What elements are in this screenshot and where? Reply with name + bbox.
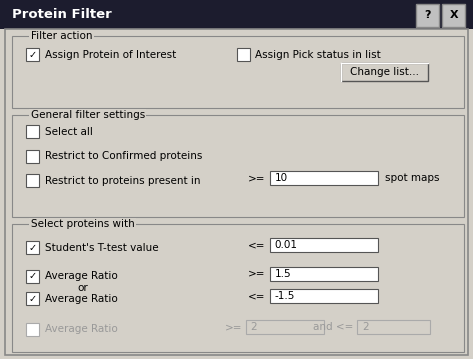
FancyBboxPatch shape (12, 224, 464, 352)
Text: 2: 2 (362, 322, 368, 332)
Text: >=: >= (225, 322, 242, 332)
Text: 0.01: 0.01 (274, 240, 298, 250)
Text: Student's T-test value: Student's T-test value (45, 243, 158, 253)
Text: >=: >= (248, 173, 266, 183)
Text: Restrict to proteins present in: Restrict to proteins present in (45, 176, 201, 186)
Text: Assign Pick status in list: Assign Pick status in list (255, 50, 381, 60)
Text: Select proteins with: Select proteins with (31, 219, 134, 229)
Text: or: or (78, 283, 88, 293)
FancyBboxPatch shape (341, 63, 428, 81)
Bar (26, 270, 39, 283)
Text: ✓: ✓ (28, 271, 37, 281)
FancyBboxPatch shape (5, 29, 468, 355)
Text: spot maps: spot maps (385, 173, 440, 183)
FancyBboxPatch shape (246, 320, 324, 334)
Text: 2: 2 (251, 322, 257, 332)
FancyBboxPatch shape (270, 289, 378, 303)
Text: >=: >= (248, 269, 266, 279)
FancyBboxPatch shape (270, 171, 378, 185)
Bar (26, 150, 39, 163)
Text: and <=: and <= (313, 322, 353, 332)
Text: ✓: ✓ (28, 294, 37, 304)
Text: ✓: ✓ (28, 50, 37, 60)
Text: <=: <= (248, 291, 266, 301)
Text: X: X (449, 10, 458, 20)
Bar (26, 241, 39, 254)
FancyBboxPatch shape (357, 320, 430, 334)
Bar (26, 292, 39, 305)
Text: ✓: ✓ (28, 243, 37, 253)
FancyBboxPatch shape (442, 4, 465, 27)
FancyBboxPatch shape (12, 115, 464, 217)
Text: 10: 10 (274, 173, 288, 183)
Bar (26, 125, 39, 138)
Text: Change list...: Change list... (350, 67, 419, 77)
FancyBboxPatch shape (270, 267, 378, 281)
Text: Average Ratio: Average Ratio (45, 294, 118, 304)
Text: General filter settings: General filter settings (31, 110, 145, 120)
Text: Assign Protein of Interest: Assign Protein of Interest (45, 50, 176, 60)
Text: <=: <= (248, 240, 266, 250)
Text: Average Ratio: Average Ratio (45, 271, 118, 281)
Text: 1.5: 1.5 (274, 269, 291, 279)
Bar (236, 48, 250, 61)
Bar (26, 48, 39, 61)
Bar (26, 174, 39, 187)
Text: Protein Filter: Protein Filter (12, 8, 112, 21)
FancyBboxPatch shape (0, 0, 473, 29)
Bar (26, 323, 39, 336)
Text: Filter action: Filter action (31, 31, 92, 41)
Text: Average Ratio: Average Ratio (45, 324, 118, 334)
Text: ?: ? (424, 10, 431, 20)
Text: -1.5: -1.5 (274, 291, 295, 301)
Text: Restrict to Confirmed proteins: Restrict to Confirmed proteins (45, 151, 202, 161)
FancyBboxPatch shape (270, 238, 378, 252)
FancyBboxPatch shape (12, 36, 464, 108)
FancyBboxPatch shape (416, 4, 439, 27)
Text: Select all: Select all (45, 127, 93, 137)
